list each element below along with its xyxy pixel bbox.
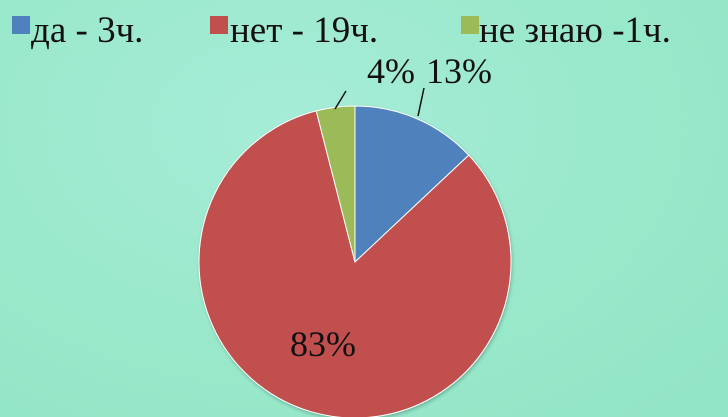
legend-item-dont-know: не знаю -1ч. [461, 10, 671, 51]
leader-line-dont-know [334, 90, 347, 110]
legend-label-dont-know: не знаю -1ч. [479, 10, 671, 51]
legend: да - 3ч. нет - 19ч. не знаю -1ч. [12, 10, 671, 51]
legend-label-yes: да - 3ч. [31, 10, 143, 51]
legend-item-no: нет - 19ч. [210, 10, 378, 51]
legend-label-no: нет - 19ч. [230, 10, 378, 51]
legend-swatch-dont-know [461, 16, 479, 34]
data-label-dont-know: 4% [367, 51, 415, 91]
pie-slice-no [198, 110, 512, 417]
data-label-yes: 13% [426, 51, 492, 91]
legend-item-yes: да - 3ч. [12, 10, 143, 51]
leader-line-yes [417, 87, 425, 117]
pie-slice-yes [354, 105, 470, 264]
data-label-no: 83% [290, 324, 356, 364]
legend-swatch-yes [12, 16, 30, 34]
pie-slices [198, 105, 512, 417]
legend-swatch-no [210, 16, 228, 34]
